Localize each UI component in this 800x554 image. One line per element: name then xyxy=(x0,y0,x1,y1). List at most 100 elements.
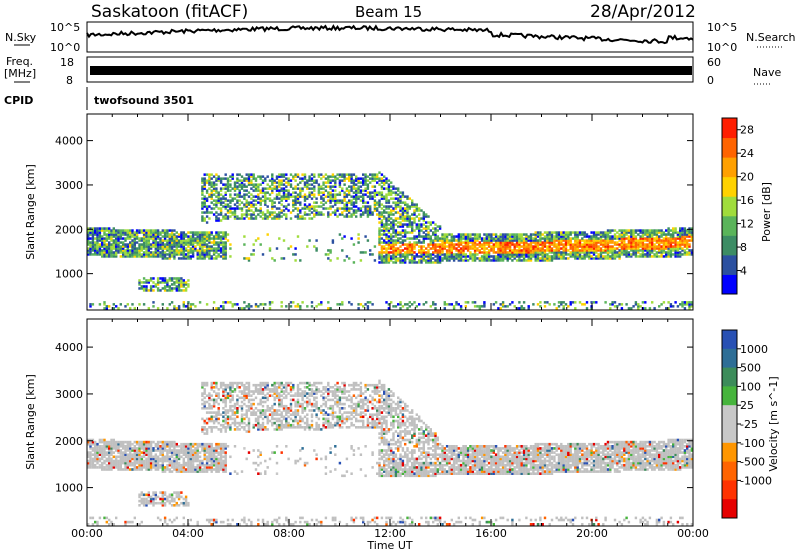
echo-cell xyxy=(236,195,239,198)
echo-cell xyxy=(348,211,351,214)
echo-cell xyxy=(115,249,118,252)
echo-cell xyxy=(112,229,115,232)
echo-cell xyxy=(688,239,691,242)
echo-cell xyxy=(205,197,209,200)
echo-cell xyxy=(315,205,318,208)
echo-cell xyxy=(609,229,612,232)
echo-cell xyxy=(217,237,220,240)
echo-cell xyxy=(212,241,216,244)
echo-cell xyxy=(630,231,633,234)
echo-cell xyxy=(231,175,234,178)
echo-cell xyxy=(334,203,337,206)
echo-cell xyxy=(387,179,391,182)
echo-cell xyxy=(205,211,209,214)
echo-cell xyxy=(275,247,279,250)
echo-cell xyxy=(669,235,673,238)
echo-cell xyxy=(518,301,521,304)
echo-cell xyxy=(189,468,192,471)
echo-cell xyxy=(434,231,437,234)
echo-cell xyxy=(350,203,353,206)
echo-cell xyxy=(138,231,141,234)
echo-cell xyxy=(394,211,398,214)
echo-cell xyxy=(222,245,225,248)
echo-cell xyxy=(313,193,316,196)
echo-cell xyxy=(217,199,220,202)
cpid-label: CPID xyxy=(4,94,33,107)
echo-cell xyxy=(397,257,400,260)
echo-cell xyxy=(149,237,153,240)
echo-cell xyxy=(555,247,558,250)
echo-cell xyxy=(522,301,526,304)
echo-cell xyxy=(210,237,213,240)
echo-cell xyxy=(578,239,582,242)
echo-cell xyxy=(392,207,395,210)
echo-cell xyxy=(399,199,402,202)
echo-cell xyxy=(310,193,314,196)
echo-cell xyxy=(497,255,500,258)
echo-cell xyxy=(166,285,169,288)
echo-cell xyxy=(180,231,183,234)
echo-cell xyxy=(445,237,449,240)
echo-cell xyxy=(184,495,188,499)
echo-cell xyxy=(196,255,199,258)
echo-cell xyxy=(637,247,640,250)
echo-cell xyxy=(436,225,439,228)
echo-cell xyxy=(413,203,416,206)
echo-cell xyxy=(124,447,127,450)
echo-cell xyxy=(690,231,694,234)
echo-cell xyxy=(378,261,381,264)
echo-cell xyxy=(110,251,113,254)
echo-cell xyxy=(408,261,411,264)
echo-cell xyxy=(105,520,108,524)
echo-cell xyxy=(156,516,160,520)
echo-cell xyxy=(87,249,90,252)
echo-cell xyxy=(149,501,153,505)
echo-cell xyxy=(147,253,150,256)
echo-cell xyxy=(296,187,300,190)
echo-cell xyxy=(175,501,178,505)
echo-cell xyxy=(170,499,174,503)
echo-cell xyxy=(359,251,363,254)
echo-cell xyxy=(550,255,554,258)
echo-cell xyxy=(112,233,115,236)
echo-cell xyxy=(91,459,95,463)
echo-cell xyxy=(380,249,384,252)
echo-cell xyxy=(203,390,206,393)
echo-cell xyxy=(536,233,540,236)
echo-cell xyxy=(254,207,258,210)
echo-cell xyxy=(161,504,164,507)
echo-cell xyxy=(562,245,565,248)
echo-cell xyxy=(432,227,435,230)
echo-cell xyxy=(574,231,577,234)
echo-cell xyxy=(140,499,143,503)
echo-cell xyxy=(359,303,363,306)
echo-cell xyxy=(380,177,384,180)
echo-cell xyxy=(392,221,395,224)
echo-cell xyxy=(313,213,316,216)
echo-cell xyxy=(450,241,453,244)
echo-cell xyxy=(215,179,218,182)
echo-cell xyxy=(182,247,185,250)
echo-cell xyxy=(140,463,143,467)
echo-cell xyxy=(380,245,384,248)
echo-cell xyxy=(411,253,414,256)
echo-cell xyxy=(578,231,582,234)
echo-cell xyxy=(110,459,113,463)
echo-cell xyxy=(676,235,680,238)
echo-cell xyxy=(296,201,300,204)
echo-cell xyxy=(145,457,148,461)
echo-cell xyxy=(665,241,668,244)
echo-cell xyxy=(492,245,495,248)
echo-cell xyxy=(466,241,470,244)
echo-cell xyxy=(688,249,691,252)
echo-cell xyxy=(289,183,293,186)
echo-cell xyxy=(180,235,183,238)
echo-cell xyxy=(625,229,628,232)
echo-cell xyxy=(625,233,628,236)
echo-cell xyxy=(385,195,388,198)
echo-cell xyxy=(639,235,642,238)
echo-cell xyxy=(140,451,143,454)
echo-cell xyxy=(385,181,388,184)
echo-cell xyxy=(170,466,174,469)
echo-cell xyxy=(156,459,160,463)
